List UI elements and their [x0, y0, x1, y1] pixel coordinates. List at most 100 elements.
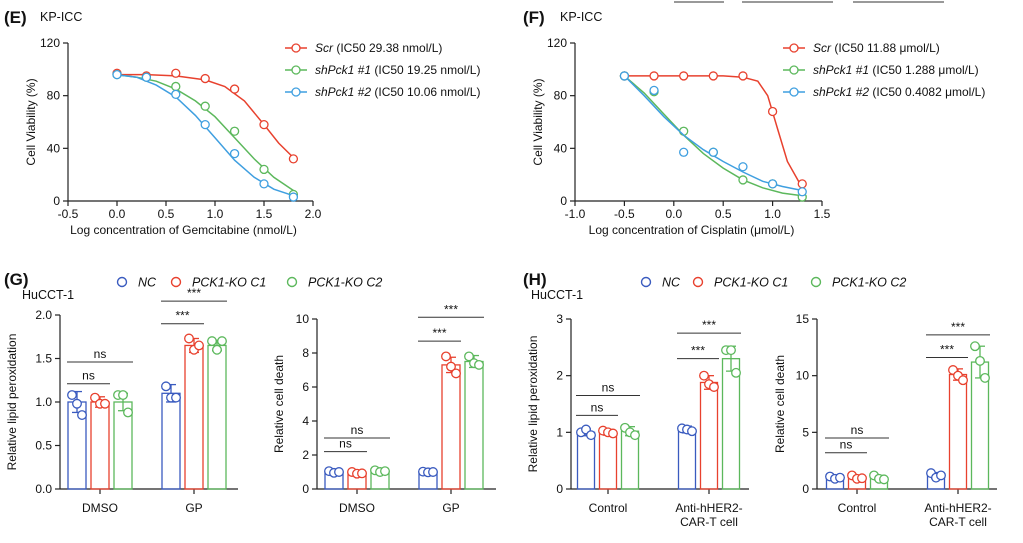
- y-tick-label: 80: [554, 89, 568, 103]
- legend-gene: shPck1 #1: [813, 63, 869, 77]
- replicate-point: [970, 341, 980, 352]
- replicate-point: [77, 410, 87, 421]
- legend-ic50: (IC50 19.25 nmol/L): [371, 63, 480, 77]
- significance-label: ns: [351, 423, 364, 437]
- replicate-point: [699, 370, 709, 381]
- fit-curve: [624, 75, 803, 189]
- legend-label: shPck1 #2 (IC50 10.06 nmol/L): [315, 85, 480, 99]
- y-tick-label: 5: [802, 425, 809, 439]
- x-tick-label: 0.5: [715, 207, 732, 221]
- x-axis-label: Log concentration of Gemcitabine (nmol/L…: [70, 223, 297, 237]
- category-label-line: DMSO: [82, 501, 118, 515]
- significance-label: ***: [432, 326, 446, 340]
- replicate-point: [879, 474, 889, 485]
- legend-marker: [291, 87, 301, 97]
- plot-g-lipid-peroxidation: 0.0 0.5 1.0 1.5 2.0 Relative lipid peroxidati…: [5, 286, 238, 515]
- x-axis-label: Log concentration of Cisplatin (μmol/L): [589, 223, 795, 237]
- plot-h-lipid-peroxidation: 0 1 2 3 Relative lipid peroxidation Control An…: [526, 312, 749, 529]
- replicate-point: [709, 382, 719, 392]
- data-point: [171, 89, 181, 99]
- y-tick-label: 1.0: [35, 395, 52, 409]
- data-point: [259, 164, 269, 175]
- legend-g: NC PCK1-KO C1 PCK1-KO C2: [116, 276, 382, 290]
- data-point: [229, 84, 240, 94]
- category-label: Control: [838, 501, 877, 515]
- fit-curve: [115, 73, 294, 159]
- replicate-point: [731, 367, 741, 378]
- bar: [90, 401, 110, 490]
- legend-label: PCK1-KO C1: [192, 276, 266, 290]
- data-point: [708, 71, 718, 81]
- data-point: [288, 154, 299, 164]
- data-point: [679, 126, 689, 136]
- replicate-point: [184, 333, 194, 344]
- bar: [576, 431, 596, 490]
- legend-gene: shPck1 #2: [315, 85, 371, 99]
- bar: [161, 392, 181, 490]
- y-tick-label: 40: [554, 141, 568, 155]
- legend-label: NC: [662, 276, 681, 290]
- replicate-point: [171, 392, 181, 403]
- category-label-line: Anti-hHER2-: [675, 501, 742, 515]
- y-tick-label: 120: [40, 36, 60, 50]
- bar: [677, 428, 697, 490]
- legend-gene: Scr: [315, 41, 334, 55]
- data-point: [229, 148, 240, 159]
- fit-curve: [623, 75, 803, 197]
- bar: [441, 364, 461, 490]
- replicate-point: [118, 390, 128, 400]
- legend-ic50: (IC50 11.88 μmol/L): [831, 41, 940, 55]
- y-tick-label: 80: [47, 89, 61, 103]
- legend-gene: shPck1 #1: [315, 63, 371, 77]
- replicate-point: [586, 430, 596, 441]
- y-axis-label: Relative cell death: [272, 355, 286, 453]
- replicate-point: [380, 466, 390, 477]
- y-tick-label: 0: [53, 194, 60, 208]
- y-tick-label: 4: [302, 414, 309, 428]
- significance-label: ns: [840, 438, 853, 452]
- y-axis-label: Relative cell death: [773, 355, 787, 453]
- bar: [184, 344, 204, 490]
- x-tick-label: 1.5: [256, 207, 273, 221]
- y-tick-label: 0: [556, 482, 563, 496]
- data-point: [112, 69, 122, 80]
- significance-label: ns: [339, 437, 352, 451]
- y-tick-label: 2: [556, 369, 563, 383]
- bar: [464, 360, 484, 490]
- replicate-point: [630, 430, 640, 441]
- legend-marker: [116, 276, 128, 288]
- legend-marker: [789, 65, 799, 75]
- replicate-point: [687, 426, 697, 437]
- legend-marker: [291, 43, 301, 53]
- category-label: GP: [442, 501, 459, 515]
- legend-gene: shPck1 #2: [813, 85, 869, 99]
- data-point: [649, 71, 659, 81]
- legend-label: shPck1 #2 (IC50 0.4082 μmol/L): [813, 85, 985, 99]
- y-axis-label: Relative lipid peroxidation: [5, 334, 19, 471]
- data-point: [679, 71, 689, 81]
- x-tick-label: 1.5: [814, 207, 831, 221]
- panel-subtitle-e: KP-ICC: [40, 10, 82, 24]
- replicate-point: [212, 344, 222, 355]
- legend-marker: [170, 276, 182, 288]
- replicate-point: [608, 428, 618, 439]
- plot-f-dose-response: 0 40 80 120 -1.0 -0.5 0.0 0.5 1.0 1.5 Log concentr…: [531, 36, 985, 237]
- replicate-point: [217, 336, 227, 347]
- legend-ic50: (IC50 1.288 μmol/L): [869, 63, 979, 77]
- data-point: [738, 175, 748, 185]
- replicate-point: [726, 345, 736, 356]
- y-tick-label: 40: [47, 141, 61, 155]
- legend-marker: [789, 87, 799, 97]
- replicate-point: [100, 398, 110, 409]
- legend-ic50: (IC50 10.06 nmol/L): [371, 85, 480, 99]
- y-tick-label: 0.0: [35, 482, 52, 496]
- significance-label: ns: [94, 347, 107, 361]
- data-point: [288, 192, 299, 202]
- bar: [207, 344, 227, 490]
- data-point: [797, 187, 807, 197]
- significance-label: ns: [851, 423, 864, 437]
- category-label-line: Control: [589, 501, 628, 515]
- data-point: [259, 179, 269, 189]
- legend-marker: [810, 276, 822, 288]
- data-point: [259, 119, 269, 130]
